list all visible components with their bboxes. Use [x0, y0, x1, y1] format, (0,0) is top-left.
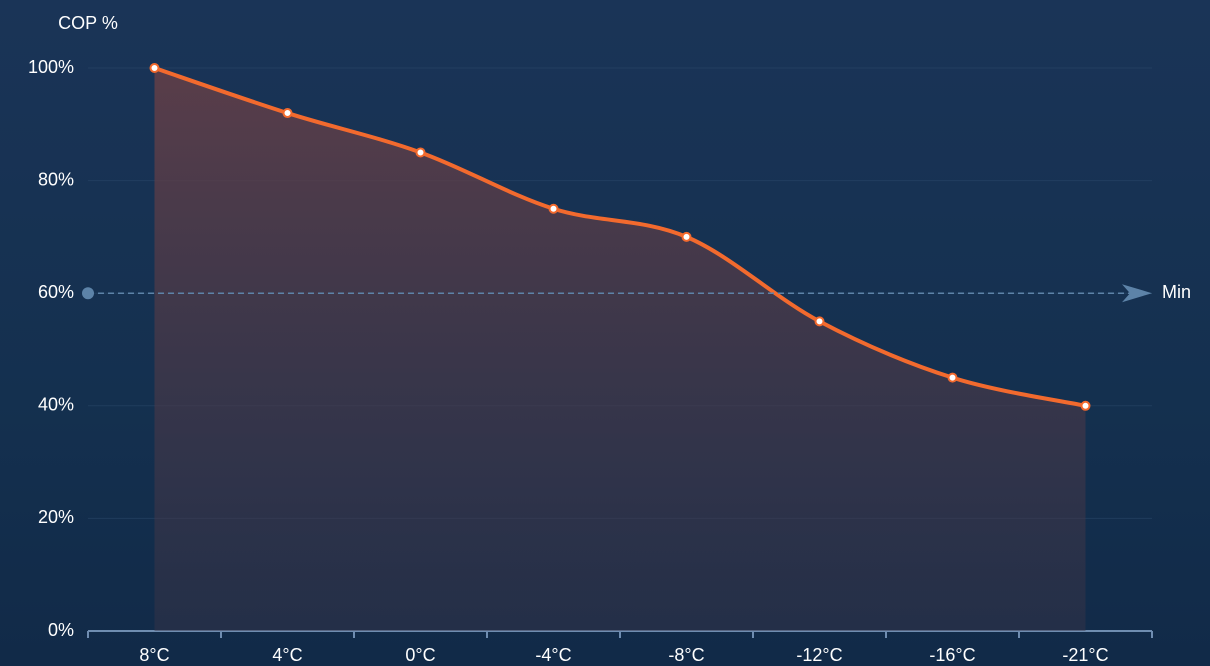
x-tick-label: 8°C [139, 645, 169, 665]
point [548, 203, 559, 214]
point [149, 63, 160, 73]
mark-line-label: Min [1162, 282, 1191, 302]
x-tick-label: -21°C [1062, 645, 1108, 665]
x-tick-label: -8°C [668, 645, 704, 665]
y-axis-title: COP % [58, 13, 118, 33]
y-tick-label: 0% [48, 620, 74, 640]
x-tick-label: -12°C [796, 645, 842, 665]
point [947, 372, 958, 383]
mark-line-start [82, 287, 94, 300]
point [415, 147, 426, 158]
line [153, 66, 1086, 408]
y-tick-label: 40% [38, 395, 74, 415]
point [282, 108, 293, 119]
y-tick-label: 60% [38, 282, 74, 302]
point [1080, 400, 1091, 411]
y-tick-label: 20% [38, 507, 74, 527]
point [681, 231, 692, 242]
x-tick-label: 4°C [272, 645, 302, 665]
x-tick-label: 0°C [405, 645, 435, 665]
y-tick-label: 100% [28, 57, 74, 77]
x-tick-label: -4°C [535, 645, 571, 665]
mark-line-arrow [1122, 284, 1152, 303]
area [154, 68, 1086, 631]
y-tick-label: 80% [38, 169, 74, 189]
point [814, 316, 825, 327]
x-tick-label: -16°C [929, 645, 975, 665]
